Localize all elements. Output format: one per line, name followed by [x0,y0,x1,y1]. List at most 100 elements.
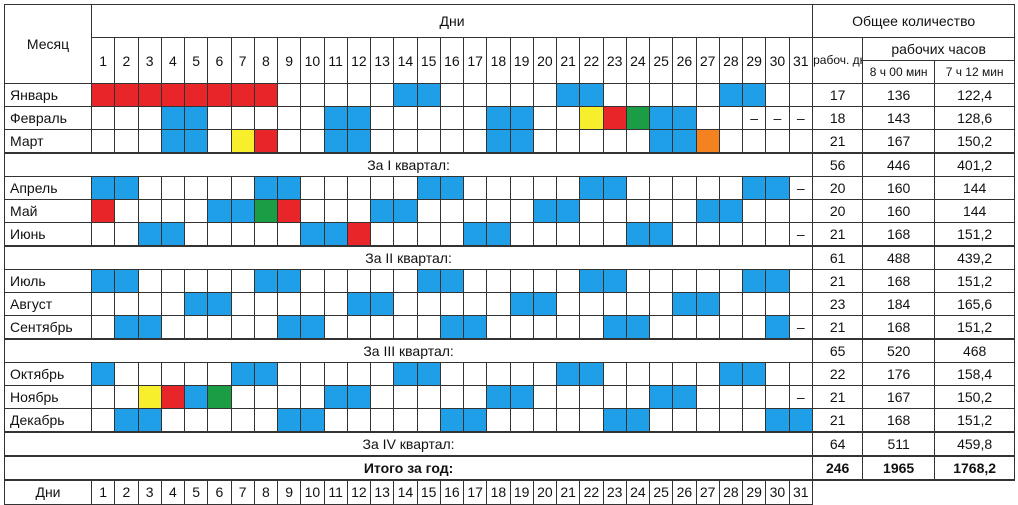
day-number: 18 [486,479,511,505]
day-cell [555,292,581,316]
month-name: Март [4,129,92,154]
day-cell [462,362,488,386]
day-cell [207,292,232,316]
day-cell [276,269,302,293]
day-cell [137,385,162,409]
day-cell [183,222,209,247]
total-value: 158,4 [934,362,1016,386]
footer-row: Дни 1 2 3 4 5 6 7 8 9 10 11 12 13 14 15 16 17 18 19 20 21 22 23… [4,479,1015,505]
day-number: 13 [369,37,395,84]
total-value: 20 [812,199,864,223]
day-cell [532,106,558,130]
day-number: 8 [253,37,279,84]
day-cell [137,83,162,107]
day-cell [230,176,255,200]
day-cell [555,385,581,409]
day-number: 25 [648,37,674,84]
day-cell [625,408,651,433]
day-cell [625,199,651,223]
day-cell [672,292,697,316]
day-number: 22 [579,479,604,505]
day-cell [323,292,348,316]
quarter-label: За I квартал: [3,152,814,177]
day-cell [672,385,697,409]
day-cell [137,362,162,386]
day-cell: – [788,176,814,200]
header-row: 1 2 3 4 5 6 7 8 9 10 11 12 13 14 15 16 17 18 19 20 21 22 23 24 2… [5,37,1016,84]
day-cell [625,83,651,107]
total-value: 168 [862,222,936,247]
day-cell [741,222,767,247]
day-cell [300,199,325,223]
day-cell [416,106,441,130]
total-value: 61 [812,245,864,270]
day-cell [718,362,744,386]
day-cell [183,292,209,316]
header-row: 8 ч 00 мин 7 ч 12 мин [5,60,1016,84]
day-cell [276,106,302,130]
month-row: Апрель –20 160 144 [4,176,1016,200]
day-number: 4 [160,479,186,505]
day-cell [90,222,116,247]
total-value: 168 [862,315,936,340]
month-name: Январь [4,83,92,107]
total-value: 151,2 [934,222,1016,247]
day-cell: – [788,106,814,130]
year-row: Итого за год: 246 1965 1768,2 [3,455,1016,481]
day-cell [602,129,627,154]
day-cell [114,83,139,107]
day-number: 28 [718,479,744,505]
total-value: 122,4 [934,83,1016,107]
day-cell [253,269,279,293]
day-number: 7 [230,479,255,505]
day-cell [253,315,279,340]
day-number: 22 [579,37,604,84]
day-cell [393,199,418,223]
day-cell [718,106,744,130]
day-cell [765,129,790,154]
month-name: Октябрь [4,362,92,386]
day-cell [346,106,372,130]
day-cell [276,129,302,154]
day-cell [393,222,418,247]
month-name: Сентябрь [4,315,92,340]
day-cell [230,129,255,154]
day-cell [137,176,162,200]
day-cell [765,292,790,316]
day-cell [602,315,627,340]
day-cell [416,269,441,293]
day-cell [509,176,534,200]
day-number: 14 [393,37,418,84]
day-cell [486,176,511,200]
day-cell [137,106,162,130]
day-cell [369,292,395,316]
day-cell [253,292,279,316]
day-cell [393,129,418,154]
day-cell [509,106,534,130]
day-cell [555,222,581,247]
day-cell [509,362,534,386]
day-cell [230,106,255,130]
day-cell [439,362,465,386]
day-number: 2 [114,37,139,84]
day-cell [369,408,395,433]
day-cell [393,83,418,107]
day-number: 12 [346,37,372,84]
day-cell [439,408,465,433]
day-cell [532,129,558,154]
day-cell [532,362,558,386]
day-number: 2 [114,479,139,505]
day-cell [788,408,814,433]
total-value: 520 [862,338,936,363]
day-cell [393,176,418,200]
day-cell [183,176,209,200]
day-cell [114,199,139,223]
day-cell [509,408,534,433]
day-cell [765,269,790,293]
total-value: 151,2 [934,269,1016,293]
day-cell [695,269,720,293]
day-cell [416,129,441,154]
day-cell [346,129,372,154]
day-cell [90,292,116,316]
day-cell [300,129,325,154]
